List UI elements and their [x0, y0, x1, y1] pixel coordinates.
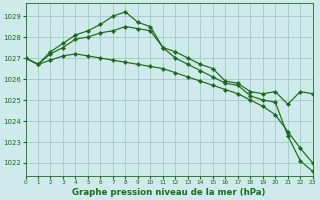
X-axis label: Graphe pression niveau de la mer (hPa): Graphe pression niveau de la mer (hPa)	[72, 188, 266, 197]
